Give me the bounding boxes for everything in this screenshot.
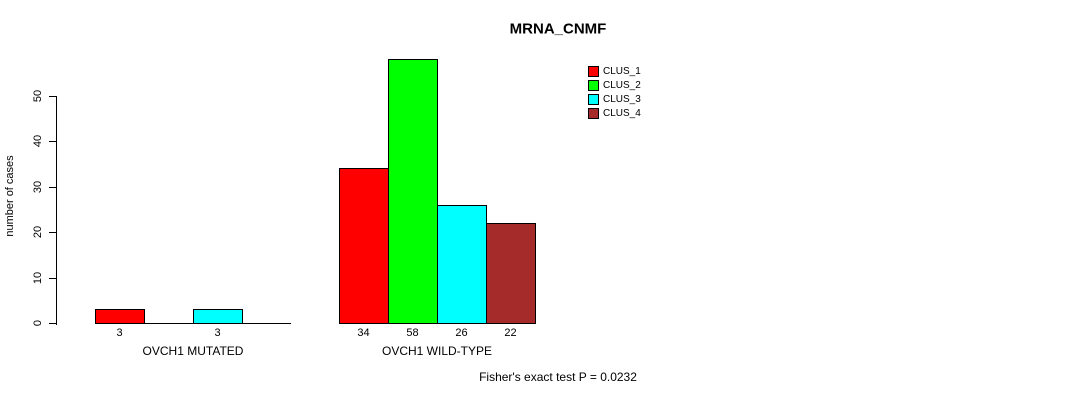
bar-value-label: 22: [504, 327, 517, 339]
bar-clus_4-group2: [486, 222, 536, 324]
legend-swatch-clus_3: [588, 93, 599, 105]
bar-clus_2-group2: [388, 59, 438, 324]
bar-clus_3-group1: [193, 309, 243, 324]
x-axis-group-label: OVCH1 MUTATED: [142, 344, 244, 358]
legend-item: CLUS_2: [588, 78, 641, 92]
fisher-test-annotation: Fisher's exact test P = 0.0232: [479, 370, 637, 384]
bar-clus_1-group2: [339, 168, 389, 324]
y-axis-tick: [49, 323, 56, 324]
y-axis-tick: [49, 141, 56, 142]
legend-label: CLUS_4: [603, 107, 641, 119]
bar-value-label: 26: [455, 327, 468, 339]
y-axis-tick-label: 0: [32, 319, 44, 327]
y-axis-tick-label: 20: [32, 225, 44, 239]
y-axis-tick-label: 40: [32, 134, 44, 148]
bar-value-label: 3: [214, 327, 221, 339]
legend-label: CLUS_1: [603, 65, 641, 77]
legend-item: CLUS_3: [588, 92, 641, 106]
y-axis-tick: [49, 186, 56, 188]
bar-value-label: 58: [406, 327, 419, 339]
legend-label: CLUS_2: [603, 79, 641, 91]
bar-clus_3-group2: [437, 204, 487, 324]
y-axis-tick-label: 30: [32, 180, 44, 193]
y-axis-tick: [49, 277, 56, 279]
legend-item: CLUS_4: [588, 106, 641, 120]
x-axis-group-label: OVCH1 WILD-TYPE: [381, 344, 493, 358]
legend-swatch-clus_4: [588, 107, 599, 119]
bar-value-label: 34: [357, 327, 370, 339]
y-axis-tick: [49, 232, 56, 233]
legend-item: CLUS_1: [588, 64, 641, 78]
y-axis-tick-label: 50: [32, 89, 44, 102]
bar-value-label: 3: [116, 327, 123, 339]
chart-title: MRNA_CNMF: [509, 20, 607, 38]
bar-clus_1-group1: [95, 309, 145, 324]
y-axis-label: number of cases: [4, 155, 16, 237]
y-axis-tick-label: 10: [32, 271, 44, 284]
legend-swatch-clus_1: [588, 65, 599, 77]
legend-swatch-clus_2: [588, 79, 599, 91]
legend-label: CLUS_3: [603, 93, 641, 105]
y-axis-line: [56, 95, 57, 325]
legend: CLUS_1 CLUS_2 CLUS_3 CLUS_4: [588, 64, 641, 120]
y-axis-tick: [49, 95, 56, 97]
